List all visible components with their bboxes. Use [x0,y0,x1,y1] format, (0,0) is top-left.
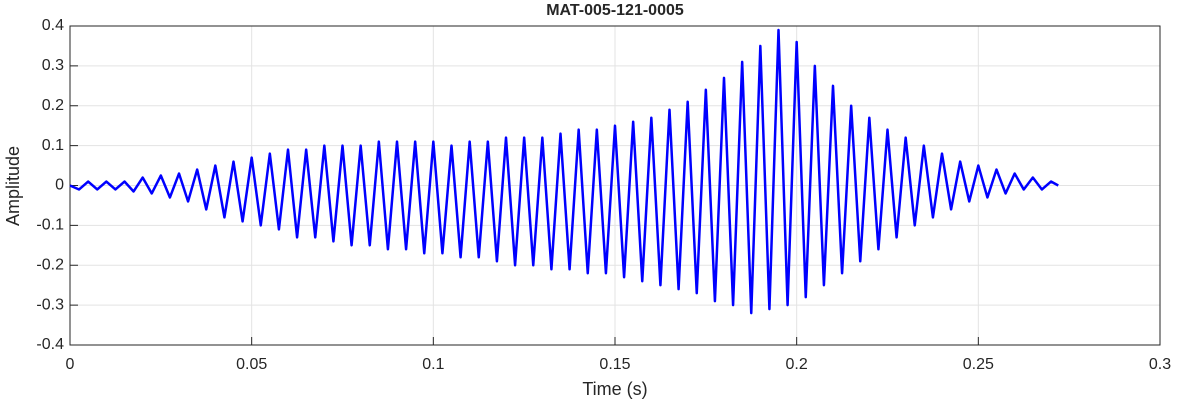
x-tick-label: 0.2 [786,356,808,373]
x-tick-label: 0.15 [599,356,630,373]
y-tick-label: 0 [55,177,64,194]
chart-title: MAT-005-121-0005 [546,2,684,19]
x-tick-label: 0.1 [422,356,444,373]
y-tick-label: -0.3 [36,296,64,313]
y-tick-label: 0.3 [42,57,64,74]
x-tick-label: 0 [66,356,75,373]
y-tick-label: 0.2 [42,97,64,114]
y-tick-label: -0.2 [36,256,64,273]
x-axis-label: Time (s) [582,379,647,399]
y-tick-label: -0.4 [36,336,64,353]
y-axis-label: Amplitude [3,146,23,226]
data-line [69,28,1059,315]
y-tick-label: 0.1 [42,137,64,154]
y-tick-label: -0.1 [36,217,64,234]
x-tick-label: 0.25 [963,356,994,373]
x-tick-label: 0.3 [1149,356,1171,373]
y-tick-label: 0.4 [42,17,64,34]
x-tick-label: 0.05 [236,356,267,373]
